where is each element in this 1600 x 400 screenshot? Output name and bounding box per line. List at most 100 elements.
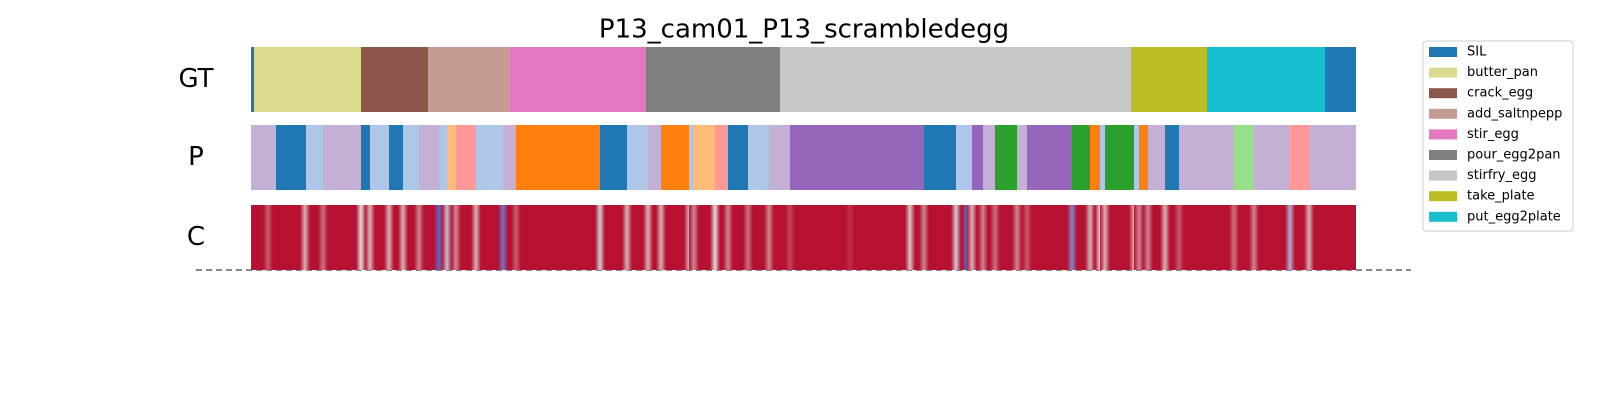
legend-label: butter_pan bbox=[1467, 65, 1538, 80]
confidence-dip bbox=[723, 205, 733, 270]
confidence-dip bbox=[1174, 205, 1184, 270]
segment bbox=[924, 125, 956, 190]
segment bbox=[1148, 125, 1165, 190]
segment bbox=[1131, 47, 1207, 112]
segment bbox=[1325, 47, 1356, 112]
confidence-dip bbox=[743, 205, 753, 270]
segment bbox=[728, 125, 748, 190]
confidence-dip bbox=[905, 205, 915, 270]
segment bbox=[1254, 125, 1290, 190]
segment bbox=[1072, 125, 1090, 190]
confidence-dip bbox=[1285, 205, 1295, 270]
confidence-dip bbox=[978, 205, 988, 270]
segment bbox=[1134, 125, 1139, 190]
legend-label: SIL bbox=[1467, 45, 1487, 60]
segment bbox=[361, 125, 370, 190]
segment bbox=[403, 125, 419, 190]
confidence-dip bbox=[785, 205, 795, 270]
segment bbox=[361, 47, 428, 112]
confidence-dip bbox=[384, 205, 394, 270]
confidence-dip bbox=[622, 205, 632, 270]
legend-swatch bbox=[1429, 129, 1457, 140]
segment bbox=[646, 47, 780, 112]
confidence-dip bbox=[451, 205, 461, 270]
confidence-dip bbox=[1249, 205, 1259, 270]
segment bbox=[1105, 125, 1134, 190]
segment bbox=[769, 125, 790, 190]
segment bbox=[1290, 125, 1309, 190]
confidence-dip bbox=[919, 205, 929, 270]
legend-swatch bbox=[1429, 211, 1457, 222]
confidence-dip bbox=[1012, 205, 1022, 270]
segment bbox=[1100, 125, 1105, 190]
segment bbox=[661, 125, 689, 190]
confidence-dip bbox=[365, 205, 375, 270]
row-label: GT bbox=[178, 64, 213, 94]
segment bbox=[503, 125, 516, 190]
confidence-dip bbox=[498, 205, 508, 270]
confidence-dip bbox=[471, 205, 481, 270]
confidence-dip bbox=[990, 205, 1000, 270]
segment bbox=[251, 125, 276, 190]
legend-swatch bbox=[1429, 47, 1457, 57]
segment bbox=[1207, 47, 1325, 112]
segment bbox=[447, 125, 456, 190]
legend-swatch bbox=[1429, 170, 1457, 181]
confidence-dip bbox=[442, 205, 452, 270]
confidence-dip bbox=[643, 205, 653, 270]
segment bbox=[689, 125, 694, 190]
segment bbox=[254, 47, 361, 112]
segment bbox=[648, 125, 661, 190]
segment bbox=[780, 47, 1131, 112]
confidence-dip bbox=[1100, 205, 1110, 270]
segment bbox=[456, 125, 476, 190]
segment bbox=[1179, 125, 1234, 190]
segment bbox=[370, 125, 389, 190]
confidence-dip bbox=[1229, 205, 1239, 270]
segment bbox=[995, 125, 1017, 190]
legend-label: take_plate bbox=[1467, 189, 1535, 204]
segment bbox=[510, 47, 646, 112]
segment bbox=[276, 125, 306, 190]
confidence-dip bbox=[764, 205, 774, 270]
confidence-dip bbox=[434, 205, 444, 270]
confidence-dip bbox=[1134, 205, 1144, 270]
confidence-dip bbox=[398, 205, 408, 270]
segment bbox=[251, 47, 254, 112]
segment bbox=[627, 125, 648, 190]
segment bbox=[983, 125, 995, 190]
segment bbox=[1139, 125, 1148, 190]
confidence-dip bbox=[1067, 205, 1077, 270]
segment bbox=[1017, 125, 1027, 190]
confidence-dip bbox=[300, 205, 310, 270]
confidence-dip bbox=[710, 205, 720, 270]
legend-swatch bbox=[1429, 67, 1457, 78]
segment bbox=[428, 47, 510, 112]
confidence-dip bbox=[356, 205, 366, 270]
segment bbox=[419, 125, 439, 190]
segment bbox=[715, 125, 728, 190]
confidence-dip bbox=[689, 205, 699, 270]
confidence-dip bbox=[511, 205, 521, 270]
legend-swatch bbox=[1429, 150, 1457, 160]
legend-swatch bbox=[1429, 88, 1457, 99]
legend-swatch bbox=[1429, 108, 1457, 119]
segment bbox=[1309, 125, 1356, 190]
segment bbox=[476, 125, 503, 190]
segment bbox=[1234, 125, 1254, 190]
legend-label: stirfry_egg bbox=[1467, 168, 1536, 183]
segment bbox=[694, 125, 715, 190]
legend-label: crack_egg bbox=[1467, 86, 1533, 101]
confidence-dip bbox=[967, 205, 977, 270]
segment bbox=[790, 125, 924, 190]
segment bbox=[439, 125, 447, 190]
confidence-dip bbox=[1304, 205, 1314, 270]
segment bbox=[956, 125, 972, 190]
legend-label: add_saltnpepp bbox=[1467, 106, 1562, 121]
chart-title: P13_cam01_P13_scrambledegg bbox=[599, 15, 1009, 45]
confidence-dip bbox=[263, 205, 273, 270]
segment bbox=[600, 125, 627, 190]
legend-frame bbox=[1422, 40, 1574, 232]
confidence-dip bbox=[1143, 205, 1153, 270]
legend-label: stir_egg bbox=[1467, 127, 1519, 142]
